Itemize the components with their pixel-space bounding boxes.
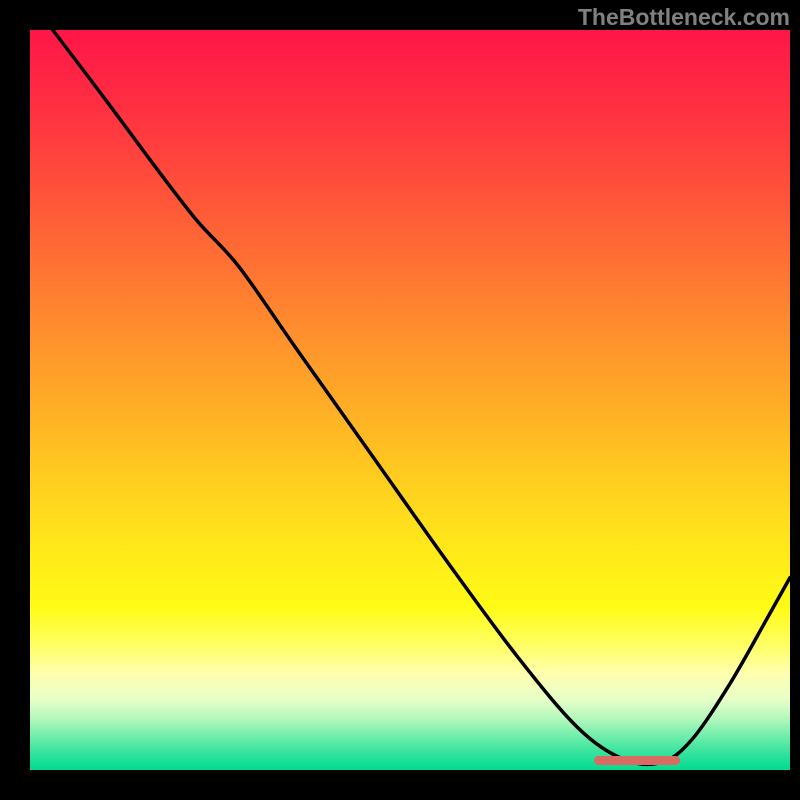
chart-container: TheBottleneck.com [0,0,800,800]
optimal-range-marker [594,756,680,765]
watermark-text: TheBottleneck.com [578,4,790,31]
bottleneck-curve-svg [0,0,800,800]
curve-line [53,30,790,764]
